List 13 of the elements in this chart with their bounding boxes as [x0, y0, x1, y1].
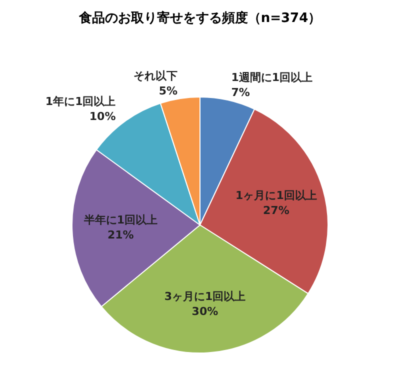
slice-label: 1ヶ月に1回以上	[236, 188, 317, 202]
data-label: 27%	[263, 204, 290, 217]
slice-label: 半年に1回以上	[82, 213, 158, 226]
slice-label: 1年に1回以上	[45, 95, 116, 108]
data-label: 5%	[158, 84, 178, 98]
slice-label: 3ヶ月に1回以上	[164, 290, 246, 304]
chart-title: 食品のお取り寄せをする頻度（n=374）	[78, 10, 322, 26]
slice-label: 1週間に1回以上	[231, 71, 313, 84]
data-label: 30%	[192, 305, 218, 318]
data-label: 21%	[108, 228, 134, 242]
data-label: 7%	[231, 86, 250, 100]
slice-label: それ以下	[134, 69, 178, 82]
data-label: 10%	[89, 110, 116, 124]
